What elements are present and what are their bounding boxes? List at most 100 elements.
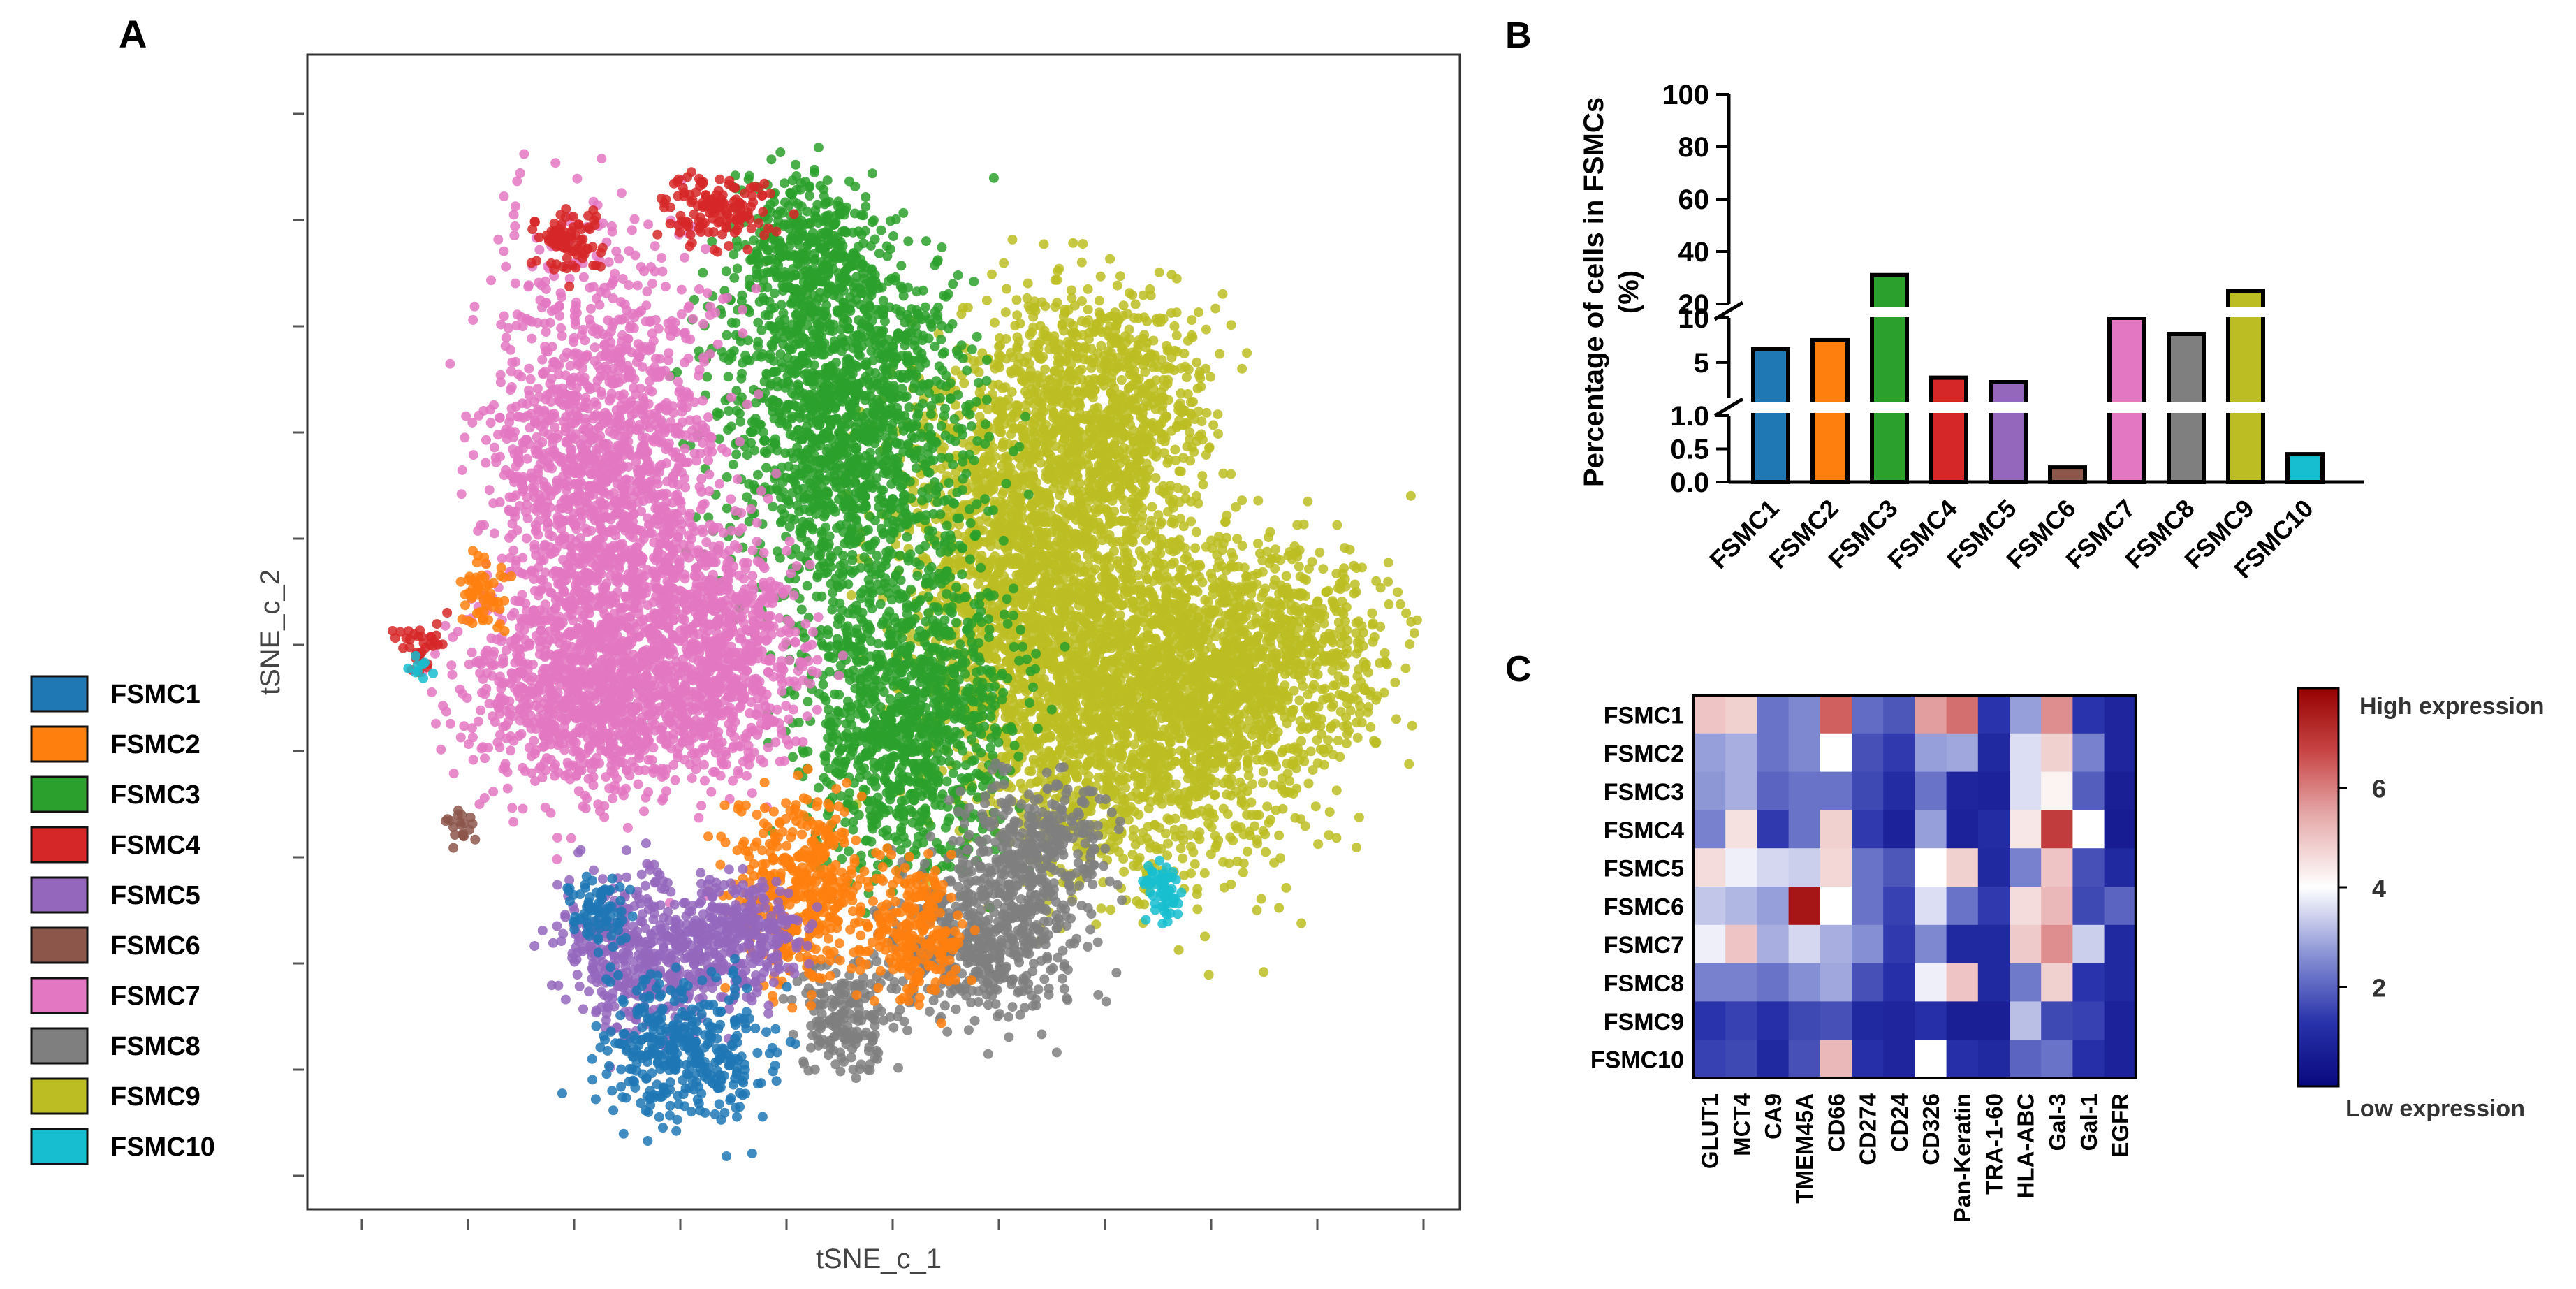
tsne-point-fsmc9 [1221,720,1231,731]
tsne-point-fsmc9 [1250,685,1260,696]
tsne-point-fsmc9 [1147,745,1157,755]
tsne-point-fsmc9 [1191,527,1201,537]
tsne-point-fsmc9 [1049,614,1060,625]
tsne-point-fsmc9 [1083,757,1093,767]
tsne-point-fsmc9 [1210,777,1221,787]
tsne-point-fsmc9 [1173,945,1184,955]
tsne-point-fsmc9 [1333,583,1343,594]
tsne-point-fsmc9 [1340,574,1350,584]
tsne-point-fsmc9 [1147,502,1157,512]
tsne-point-fsmc9 [1056,690,1067,701]
tsne-point-fsmc9 [1170,813,1180,824]
tsne-point-fsmc9 [1242,348,1252,358]
tsne-point-fsmc9 [1120,782,1131,793]
tsne-point-fsmc9 [1253,652,1264,662]
tsne-point-fsmc9 [1242,786,1252,796]
tsne-point-fsmc9 [1186,745,1196,755]
tsne-point-fsmc9 [1260,583,1271,594]
tsne-point-fsmc9 [1048,655,1058,665]
tsne-point-fsmc9 [1169,824,1180,835]
tsne-point-fsmc9 [1342,636,1353,646]
tsne-point-fsmc9 [1234,664,1244,673]
tsne-point-fsmc9 [1233,591,1243,602]
tsne-point-fsmc9 [1208,420,1219,430]
tsne-point-fsmc9 [1404,759,1414,769]
tsne-point-fsmc9 [1161,703,1171,713]
tsne-point-fsmc9 [1032,486,1042,497]
tsne-point-fsmc9 [1136,586,1147,597]
tsne-point-fsmc9 [1351,618,1361,628]
tsne-point-fsmc9 [1035,458,1046,468]
tsne-point-fsmc9 [1319,759,1329,770]
tsne-point-fsmc9 [1198,479,1208,490]
tsne-point-fsmc9 [1027,610,1038,620]
tsne-point-fsmc9 [1120,706,1130,716]
tsne-point-fsmc9 [1127,596,1138,606]
tsne-point-fsmc9 [1337,596,1347,606]
tsne-point-fsmc9 [973,473,983,483]
tsne-point-fsmc9 [1234,612,1245,622]
tsne-point-fsmc9 [973,579,983,590]
tsne-point-fsmc9 [1095,271,1106,282]
tsne-point-fsmc9 [1111,596,1121,606]
tsne-point-fsmc9 [1193,498,1203,509]
tsne-point-fsmc9 [1200,931,1210,942]
tsne-point-fsmc9 [1281,882,1291,893]
tsne-point-fsmc9 [1339,721,1349,731]
tsne-point-fsmc9 [1106,905,1116,915]
tsne-point-fsmc9 [1148,335,1159,346]
tsne-point-fsmc9 [1148,593,1158,603]
tsne-point-fsmc9 [1232,724,1243,735]
tsne-point-fsmc9 [1379,687,1389,698]
tsne-point-fsmc9 [1192,884,1203,894]
tsne-point-fsmc9 [1351,628,1361,639]
tsne-point-fsmc9 [1106,674,1116,685]
tsne-point-fsmc9 [1242,724,1252,734]
tsne-point-fsmc9 [1303,625,1313,636]
tsne-point-fsmc9 [1106,575,1115,585]
tsne-point-fsmc9 [1112,682,1122,692]
tsne-point-fsmc9 [1002,656,1012,667]
tsne-point-fsmc9 [1359,683,1369,693]
tsne-point-fsmc9 [1168,514,1178,525]
tsne-point-fsmc9 [1112,794,1122,804]
tsne-point-fsmc9 [1135,724,1146,734]
tsne-point-fsmc9 [1225,762,1236,772]
tsne-point-fsmc9 [1198,770,1208,780]
tsne-point-fsmc9 [1157,683,1168,693]
tsne-point-fsmc9 [1047,688,1058,699]
tsne-point-fsmc9 [1155,575,1166,585]
tsne-point-fsmc9 [1366,722,1376,732]
tsne-point-fsmc9 [1108,743,1119,754]
tsne-point-fsmc9 [1047,664,1058,674]
tsne-point-fsmc9 [1203,726,1213,736]
tsne-point-fsmc9 [1193,406,1203,416]
tsne-point-fsmc9 [1218,857,1229,867]
tsne-point-fsmc9 [1206,849,1216,859]
tsne-point-fsmc9 [1141,663,1152,673]
tsne-point-fsmc9 [1290,605,1301,616]
tsne-point-fsmc9 [1405,490,1416,501]
tsne-point-fsmc9 [1203,634,1213,645]
tsne-point-fsmc9 [991,523,1001,533]
tsne-point-fsmc9 [1142,632,1152,643]
tsne-point-fsmc9 [1302,723,1312,734]
tsne-point-fsmc9 [1009,708,1019,718]
tsne-point-fsmc9 [1122,773,1132,783]
tsne-point-fsmc9 [1199,781,1209,792]
tsne-point-fsmc9 [1136,595,1146,605]
tsne-point-fsmc9 [1088,537,1098,548]
tsne-point-fsmc9 [1187,809,1197,820]
tsne-point-fsmc9 [1119,504,1129,514]
tsne-point-fsmc9 [1131,787,1141,798]
tsne-point-fsmc9 [1296,736,1306,746]
tsne-point-fsmc9 [997,558,1008,568]
tsne-point-fsmc9 [1149,756,1159,766]
tsne-point-fsmc9 [1164,655,1174,665]
tsne-point-fsmc9 [1183,694,1194,704]
tsne-point-fsmc9 [1258,778,1268,788]
tsne-point-fsmc9 [1194,307,1204,317]
tsne-point-fsmc9 [1065,569,1076,579]
tsne-point-fsmc9 [1271,690,1281,700]
tsne-point-fsmc9 [1262,801,1273,812]
